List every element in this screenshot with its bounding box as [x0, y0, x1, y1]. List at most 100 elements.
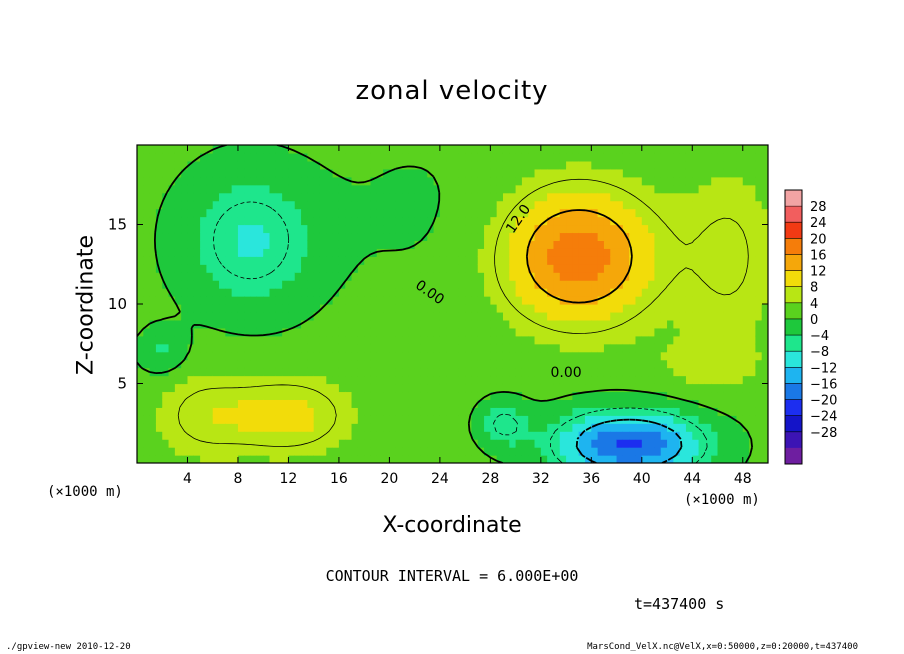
field-cell [414, 375, 422, 385]
field-cell [521, 240, 529, 249]
field-cell [692, 311, 700, 321]
field-cell [383, 280, 390, 289]
field-cell [433, 335, 441, 345]
field-cell [219, 423, 226, 432]
field-cell [509, 455, 517, 463]
field-cell [685, 272, 693, 281]
field-cell [578, 168, 586, 178]
field-cell [515, 407, 523, 416]
field-cell [704, 335, 712, 345]
field-cell [641, 145, 649, 154]
field-cell [616, 192, 624, 202]
field-cell [641, 256, 649, 265]
field-cell [174, 224, 182, 234]
field-cell [679, 304, 687, 313]
field-cell [288, 359, 296, 369]
field-cell [256, 415, 264, 424]
field-cell [427, 288, 435, 297]
field-cell [244, 184, 252, 194]
field-cell [206, 280, 214, 289]
field-cell [345, 264, 353, 273]
field-cell [698, 439, 706, 448]
field-cell [376, 407, 384, 416]
field-cell [225, 176, 233, 186]
contour-interval-note: CONTOUR INTERVAL = 6.000E+00 [325, 567, 579, 585]
field-cell [685, 240, 693, 249]
field-cell [275, 168, 283, 178]
field-cell [244, 160, 252, 170]
field-cell [282, 407, 290, 416]
field-cell [597, 152, 605, 162]
field-cell [275, 264, 283, 273]
field-cell [648, 391, 656, 400]
field-cell [654, 383, 662, 393]
field-cell [673, 248, 681, 257]
field-cell [452, 407, 460, 416]
field-cell [433, 319, 441, 329]
field-cell [307, 288, 315, 297]
field-cell [370, 391, 378, 400]
field-cell [244, 216, 252, 226]
field-cell [477, 240, 485, 249]
field-cell [338, 208, 346, 218]
field-cell [578, 304, 586, 313]
field-cell [237, 184, 245, 194]
field-cell [723, 280, 731, 289]
field-cell [452, 200, 460, 210]
field-cell [357, 200, 365, 210]
field-cell [484, 184, 491, 194]
field-cell [711, 335, 719, 345]
field-cell [534, 391, 542, 400]
field-cell [364, 192, 372, 202]
field-cell [137, 343, 144, 353]
field-cell [351, 319, 359, 329]
field-cell [717, 160, 725, 170]
field-cell [723, 160, 731, 170]
field-cell [439, 407, 447, 416]
field-cell [200, 439, 208, 448]
field-cell [572, 407, 580, 416]
field-cell [206, 160, 214, 170]
field-cell [742, 288, 750, 297]
field-cell [723, 208, 731, 218]
field-cell [648, 192, 656, 202]
field-cell [313, 423, 321, 432]
field-cell [490, 296, 498, 305]
field-cell [534, 200, 542, 210]
field-cell [181, 216, 189, 226]
field-cell [458, 439, 466, 448]
field-cell [509, 192, 517, 202]
field-cell [200, 407, 208, 416]
field-cell [181, 439, 189, 448]
field-cell [383, 327, 390, 337]
field-cell [723, 439, 731, 448]
field-cell [364, 319, 372, 329]
field-cell [679, 184, 687, 194]
field-cell [414, 168, 422, 178]
field-cell [351, 399, 359, 408]
field-cell [338, 192, 346, 202]
field-cell [711, 327, 719, 337]
field-cell [534, 415, 542, 424]
field-cell [477, 423, 485, 432]
field-cell [610, 272, 618, 281]
field-cell [219, 391, 226, 400]
field-cell [591, 216, 599, 226]
field-cell [711, 319, 719, 329]
field-cell [420, 208, 428, 218]
field-cell [370, 264, 378, 273]
field-cell [338, 288, 346, 297]
field-cell [591, 415, 599, 424]
field-cell [187, 145, 195, 154]
field-cell [610, 176, 618, 186]
field-cell [237, 200, 245, 210]
field-cell [566, 311, 573, 321]
field-cell [597, 304, 605, 313]
field-cell [250, 335, 258, 345]
field-cell [219, 208, 226, 218]
field-cell [572, 383, 580, 393]
field-cell [477, 208, 485, 218]
field-cell [370, 216, 378, 226]
field-cell [458, 391, 466, 400]
field-cell [730, 423, 738, 432]
